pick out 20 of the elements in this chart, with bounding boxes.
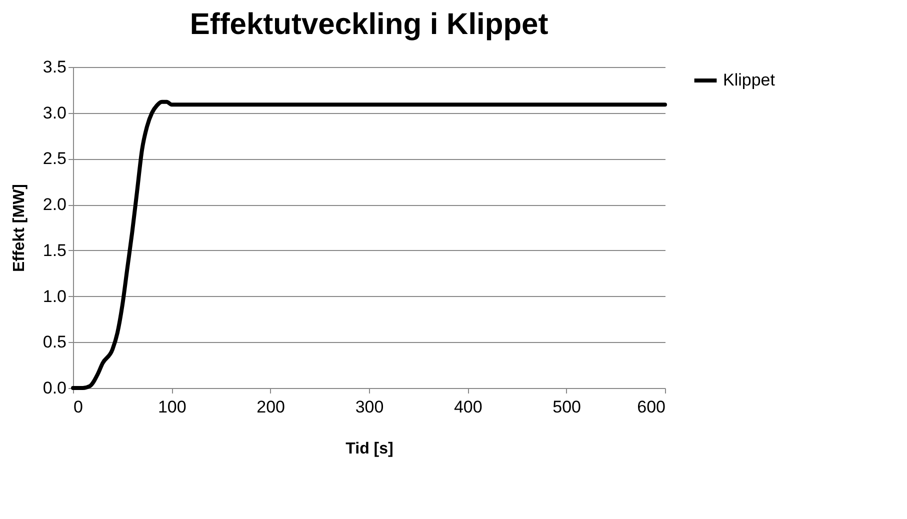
- x-tick-label: 400: [454, 398, 482, 416]
- x-axis-title: Tid [s]: [346, 440, 394, 458]
- x-tick-label: 0: [74, 398, 83, 416]
- y-tick-label: 1.0: [42, 286, 66, 306]
- y-tick-label: 0.5: [42, 332, 66, 352]
- x-tick-label: 600: [637, 398, 666, 416]
- y-tick-label: 3.0: [42, 103, 66, 122]
- y-axis-title: Effekt [MW]: [10, 184, 28, 272]
- y-tick-label: 2.0: [42, 195, 66, 214]
- x-tick-label: 300: [355, 398, 384, 416]
- chart-title: Effektutveckling i Klippet: [190, 8, 548, 41]
- legend-label: Klippet: [723, 70, 776, 90]
- x-tick-label: 200: [256, 398, 286, 416]
- x-tick-label: 500: [552, 398, 582, 416]
- y-tick-label: 3.5: [42, 58, 66, 76]
- y-tick-label: 2.5: [42, 149, 66, 168]
- y-tick-label: 1.5: [42, 240, 66, 260]
- y-tick-label: 0.0: [42, 378, 66, 398]
- line-series: [71, 100, 667, 390]
- x-tick-label: 100: [158, 398, 186, 416]
